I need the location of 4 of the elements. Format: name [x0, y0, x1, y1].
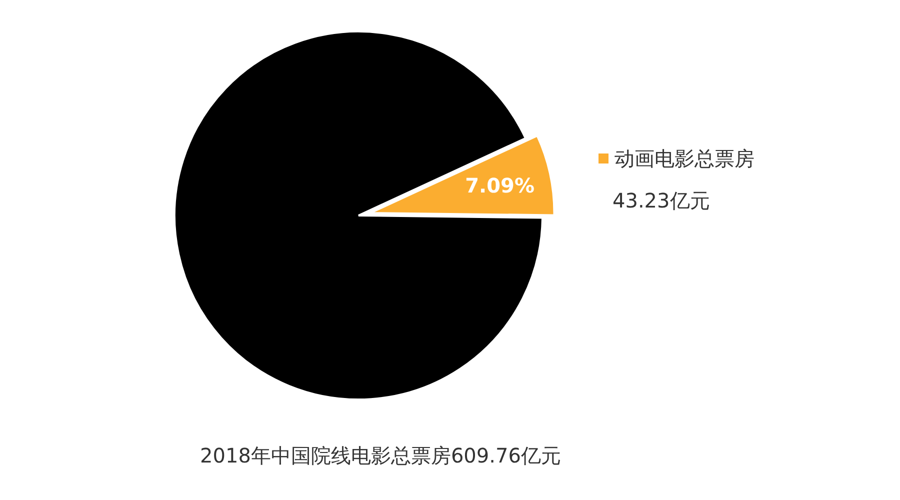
text: 2018年中国院线电影总票房609.76亿元: [200, 444, 561, 468]
data-label: 7.09%: [465, 173, 534, 198]
legend-label: 动画电影总票房: [614, 146, 754, 170]
text: 43.23亿元: [612, 188, 710, 212]
